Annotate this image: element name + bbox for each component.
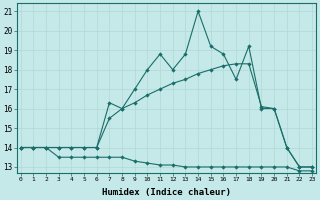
X-axis label: Humidex (Indice chaleur): Humidex (Indice chaleur) (102, 188, 231, 197)
